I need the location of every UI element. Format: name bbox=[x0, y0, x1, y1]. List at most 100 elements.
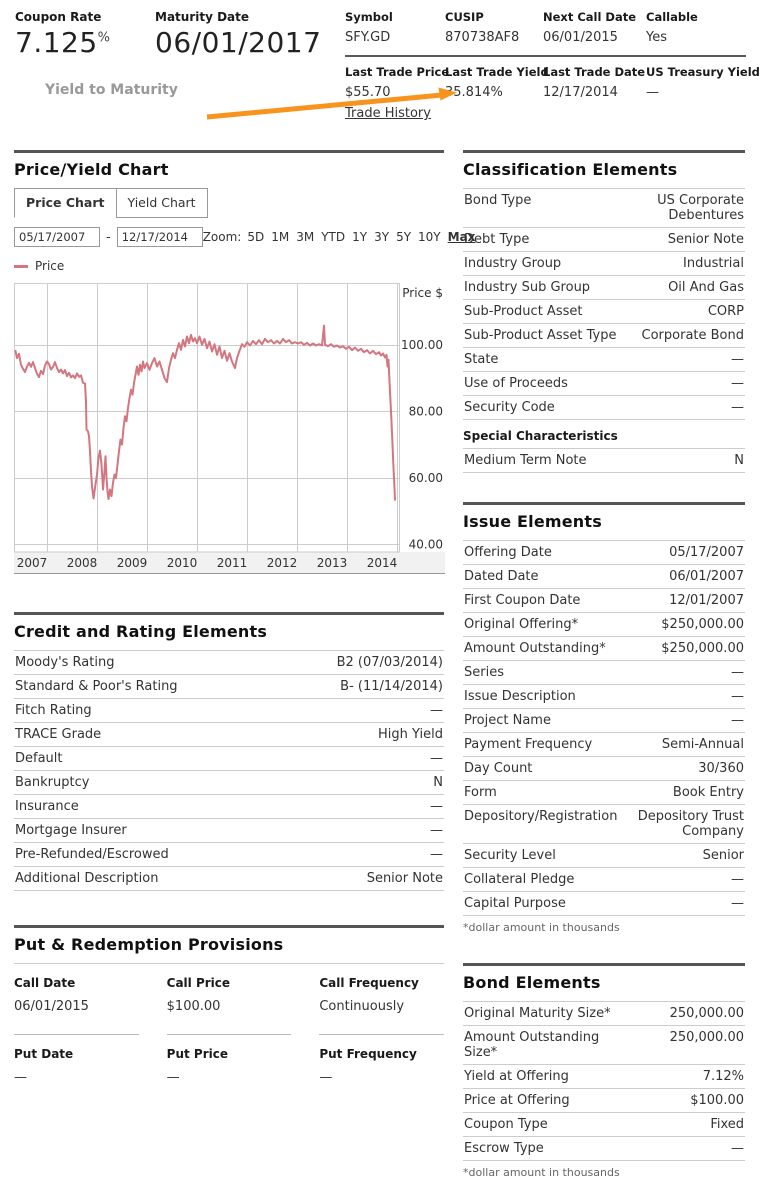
provision-value: $100.00 bbox=[166, 999, 221, 1014]
row-label: Security Code bbox=[464, 400, 555, 415]
provision-value: — bbox=[166, 1070, 180, 1085]
table-row: Pre-Refunded/Escrowed — bbox=[14, 843, 444, 867]
row-label: Additional Description bbox=[15, 871, 159, 886]
issue-footnote: *dollar amount in thousands bbox=[463, 921, 620, 934]
provision-column-call-date: Call Date 06/01/2015 Put Date — bbox=[14, 976, 139, 1105]
zoom-label: Zoom: bbox=[202, 230, 242, 244]
table-row: Payment Frequency Semi-Annual bbox=[463, 733, 745, 757]
security-info-row-1: Symbol SFY.GD CUSIP 870738AF8 Next Call Date… bbox=[345, 10, 746, 45]
zoom-option-1m[interactable]: 1M bbox=[271, 230, 290, 244]
zoom-option-max[interactable]: Max bbox=[447, 230, 476, 244]
svg-text:2014: 2014 bbox=[367, 556, 398, 570]
stat-last-trade-price: Last Trade Price $55.70 bbox=[345, 65, 449, 100]
date-to-input[interactable] bbox=[116, 227, 203, 247]
section-title-issue-elements: Issue Elements bbox=[463, 512, 602, 531]
table-row: Bankruptcy N bbox=[14, 771, 444, 795]
table-row: Mortgage Insurer — bbox=[14, 819, 444, 843]
bond-elements-section: Bond Elements Original Maturity Size* 250… bbox=[463, 963, 745, 1179]
provision-divider bbox=[166, 1034, 292, 1035]
zoom-option-ytd[interactable]: YTD bbox=[321, 230, 346, 244]
table-row: Original Maturity Size* 250,000.00 bbox=[463, 1002, 745, 1026]
price-yield-chart-section: Price/Yield Chart Price Chart Yield Char… bbox=[14, 150, 475, 578]
svg-text:100.00: 100.00 bbox=[401, 338, 443, 352]
row-label: Yield at Offering bbox=[464, 1069, 569, 1084]
price-legend-label: Price bbox=[35, 259, 65, 273]
svg-text:2011: 2011 bbox=[217, 556, 248, 570]
special-characteristics-header: Special Characteristics bbox=[463, 429, 618, 443]
row-value: Senior Note bbox=[667, 232, 744, 247]
tab-price-chart[interactable]: Price Chart bbox=[14, 188, 117, 218]
row-value: Corporate Bond bbox=[641, 328, 744, 343]
table-row: Day Count 30/360 bbox=[463, 757, 745, 781]
section-title-price-yield-chart: Price/Yield Chart bbox=[14, 160, 169, 179]
row-label: Form bbox=[464, 785, 497, 800]
row-value: B2 (07/03/2014) bbox=[336, 655, 443, 670]
row-value: — bbox=[430, 703, 443, 718]
table-row: Standard & Poor's Rating B- (11/14/2014) bbox=[14, 675, 444, 699]
row-label: Fitch Rating bbox=[15, 703, 92, 718]
table-row: Security Level Senior bbox=[463, 844, 745, 868]
provision-value: — bbox=[14, 1070, 27, 1085]
stat-callable: Callable Yes bbox=[646, 10, 746, 45]
row-value: $250,000.00 bbox=[661, 617, 744, 632]
tab-yield-chart[interactable]: Yield Chart bbox=[115, 188, 208, 218]
row-label: Debt Type bbox=[464, 232, 530, 247]
row-label: Dated Date bbox=[464, 569, 539, 584]
row-label: Bankruptcy bbox=[15, 775, 90, 790]
date-from-input[interactable] bbox=[14, 227, 100, 247]
svg-text:40.00: 40.00 bbox=[409, 537, 443, 551]
row-value: $250,000.00 bbox=[661, 641, 744, 656]
table-row: Original Offering* $250,000.00 bbox=[463, 613, 745, 637]
row-value: — bbox=[731, 896, 744, 911]
section-title-credit-rating: Credit and Rating Elements bbox=[14, 622, 268, 641]
svg-text:60.00: 60.00 bbox=[409, 471, 443, 485]
svg-text:2008: 2008 bbox=[67, 556, 98, 570]
stat-value: $55.70 bbox=[345, 85, 391, 100]
left-column: Price/Yield Chart Price Chart Yield Char… bbox=[14, 150, 475, 1105]
row-value: Industrial bbox=[683, 256, 744, 271]
maturity-date-label: Maturity Date bbox=[155, 10, 250, 24]
stat-label: Callable bbox=[646, 10, 698, 24]
zoom-option-5y[interactable]: 5Y bbox=[396, 230, 412, 244]
row-label: Original Maturity Size* bbox=[464, 1006, 611, 1021]
table-row: State — bbox=[463, 348, 745, 372]
zoom-option-10y[interactable]: 10Y bbox=[418, 230, 441, 244]
provision-value: Continuously bbox=[319, 999, 405, 1014]
row-label: Security Level bbox=[464, 848, 556, 863]
provision-column-call-frequency: Call Frequency Continuously Put Frequency — bbox=[319, 976, 444, 1105]
section-title-classification: Classification Elements bbox=[463, 160, 678, 179]
stat-value: SFY.GD bbox=[345, 30, 391, 45]
zoom-option-3y[interactable]: 3Y bbox=[374, 230, 390, 244]
coupon-rate-number: 7.125 bbox=[15, 26, 98, 59]
row-value: 250,000.00 bbox=[669, 1006, 744, 1021]
table-row: First Coupon Date 12/01/2007 bbox=[463, 589, 745, 613]
row-label: Price at Offering bbox=[464, 1093, 570, 1108]
table-row: Form Book Entry bbox=[463, 781, 745, 805]
zoom-option-5d[interactable]: 5D bbox=[247, 230, 265, 244]
chart-tabbar: Price Chart Yield Chart bbox=[14, 188, 444, 218]
trade-history-link[interactable]: Trade History bbox=[345, 106, 431, 121]
table-row: Use of Proceeds — bbox=[463, 372, 745, 396]
stat-value: — bbox=[646, 85, 659, 100]
table-row: Dated Date 06/01/2007 bbox=[463, 565, 745, 589]
maturity-date-block: Maturity Date 06/01/2017 bbox=[155, 10, 321, 59]
zoom-option-1y[interactable]: 1Y bbox=[352, 230, 368, 244]
table-row: Capital Purpose — bbox=[463, 892, 745, 916]
row-label: Payment Frequency bbox=[464, 737, 593, 752]
issue-elements-table: Offering Date 05/17/2007 Dated Date 06/01/2… bbox=[463, 540, 745, 916]
row-label: Industry Group bbox=[464, 256, 562, 271]
credit-rating-table: Moody's Rating B2 (07/03/2014) Standard & … bbox=[14, 650, 444, 891]
table-row: Coupon Type Fixed bbox=[463, 1113, 745, 1137]
maturity-date-value: 06/01/2017 bbox=[155, 26, 322, 59]
row-label: Escrow Type bbox=[464, 1141, 544, 1156]
row-value: Fixed bbox=[710, 1117, 744, 1132]
table-row: Series — bbox=[463, 661, 745, 685]
stat-label: Next Call Date bbox=[543, 10, 637, 24]
zoom-option-3m[interactable]: 3M bbox=[296, 230, 315, 244]
price-chart: Price $ 100.00 80.00 60.00 40.00 2007 2008 2009… bbox=[14, 283, 445, 578]
row-label: Original Offering* bbox=[464, 617, 579, 632]
table-row: Moody's Rating B2 (07/03/2014) bbox=[14, 651, 444, 675]
row-label: Insurance bbox=[15, 799, 79, 814]
svg-text:2009: 2009 bbox=[117, 556, 148, 570]
